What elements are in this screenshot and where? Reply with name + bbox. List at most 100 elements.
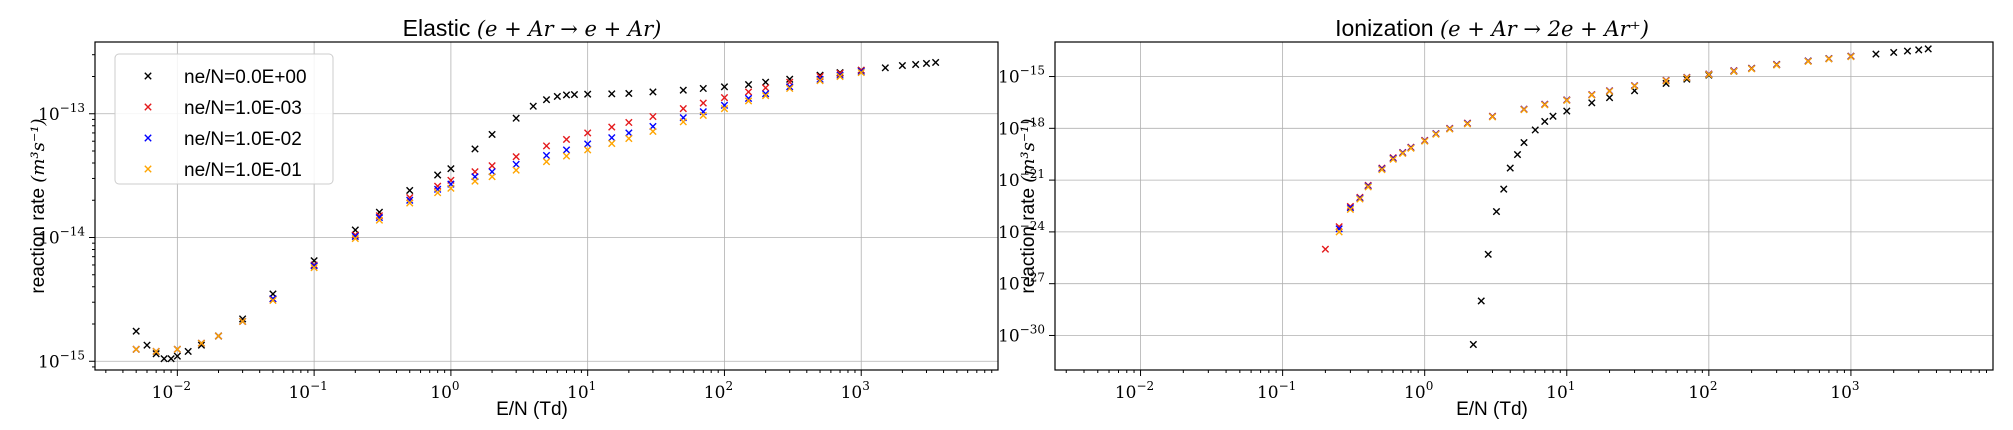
data-point: [1346, 202, 1355, 211]
data-point: [786, 83, 794, 91]
ionization-chart-title: Ionization (e + Ar → 2e + Ar⁺): [1335, 15, 1649, 41]
data-point: [761, 84, 770, 92]
data-point: [1804, 57, 1812, 66]
data-point: [542, 151, 551, 160]
data-point: [1683, 75, 1691, 83]
data-point: [406, 193, 414, 202]
data-point: [720, 83, 729, 91]
data-point: [836, 72, 844, 81]
data-point: [238, 317, 247, 326]
data-point: [351, 232, 359, 241]
data-point: [447, 164, 455, 173]
data-point: [679, 104, 687, 113]
y-tick-label: 10−13: [38, 101, 85, 125]
data-point: [512, 114, 520, 122]
data-point: [1747, 65, 1756, 73]
data-point: [197, 341, 206, 349]
data-point: [625, 89, 633, 98]
data-point: [649, 112, 657, 121]
data-point: [1463, 120, 1472, 128]
data-point: [562, 146, 571, 154]
y-tick-label: 10−18: [998, 115, 1045, 139]
elastic-x-axis-label: E/N (Td): [496, 399, 568, 420]
data-point: [816, 76, 824, 85]
data-point: [1683, 74, 1691, 82]
y-tick-label: 10−15: [998, 64, 1045, 88]
data-point: [744, 94, 753, 103]
data-point: [542, 142, 551, 150]
data-point: [1488, 113, 1497, 121]
data-point: [310, 262, 318, 270]
y-tick-label: 10−30: [998, 322, 1045, 346]
data-point: [857, 66, 865, 74]
data-point: [1588, 91, 1596, 99]
y-tick-label: 10−24: [998, 219, 1045, 243]
y-tick-label: 10−15: [38, 348, 85, 372]
data-point: [761, 90, 770, 98]
legend-label: ne/N=1.0E-01: [184, 160, 302, 181]
data-point: [931, 58, 940, 67]
data-point: [406, 199, 414, 207]
data-point: [542, 157, 551, 166]
data-point: [1662, 79, 1670, 88]
data-point: [649, 88, 657, 96]
data-point: [1446, 125, 1454, 133]
data-point: [1346, 205, 1355, 214]
data-point: [152, 347, 160, 356]
data-point: [922, 59, 931, 68]
data-point: [132, 345, 140, 353]
data-point: [1915, 46, 1923, 54]
data-point: [1469, 340, 1478, 349]
data-point: [197, 339, 206, 347]
data-point: [529, 102, 537, 110]
data-point: [173, 352, 182, 360]
data-point: [608, 139, 616, 148]
data-point: [786, 75, 794, 83]
data-point: [816, 75, 824, 83]
data-point: [1477, 297, 1485, 305]
data-point: [167, 354, 175, 363]
y-tick-label: 10−27: [998, 271, 1045, 295]
data-point: [1356, 195, 1364, 203]
data-point: [433, 171, 442, 179]
data-point: [836, 69, 844, 78]
data-point: [1772, 61, 1781, 69]
ionization-x-axis-label: E/N (Td): [1456, 399, 1528, 420]
legend-marker: [144, 103, 152, 111]
x-tick-label: 10−2: [152, 379, 191, 403]
data-point: [143, 341, 151, 349]
data-point: [1335, 228, 1343, 236]
data-point: [744, 97, 753, 105]
data-point: [152, 350, 160, 358]
data-point: [1541, 101, 1549, 109]
data-point: [699, 84, 707, 93]
data-point: [238, 315, 247, 323]
data-point: [898, 61, 907, 70]
data-point: [1730, 67, 1738, 76]
data-point: [744, 80, 753, 89]
data-point: [1513, 150, 1522, 159]
data-point: [1364, 183, 1372, 191]
data-point: [699, 111, 707, 120]
data-point: [351, 234, 359, 243]
data-point: [1541, 117, 1549, 126]
data-point: [512, 160, 520, 169]
data-point: [433, 189, 442, 197]
data-point: [562, 152, 571, 160]
x-tick-label: 102: [1688, 379, 1717, 403]
data-point: [1398, 149, 1407, 158]
x-tick-label: 102: [704, 379, 733, 403]
data-point: [173, 345, 182, 353]
data-point: [1549, 112, 1557, 120]
data-point: [625, 129, 633, 137]
data-point: [720, 93, 729, 102]
data-point: [583, 129, 592, 137]
data-point: [911, 60, 920, 69]
data-point: [433, 182, 442, 190]
data-point: [1432, 130, 1440, 138]
x-tick-label: 103: [841, 379, 870, 403]
data-point: [1588, 99, 1596, 107]
x-tick-label: 100: [1404, 379, 1433, 403]
data-point: [471, 145, 479, 153]
